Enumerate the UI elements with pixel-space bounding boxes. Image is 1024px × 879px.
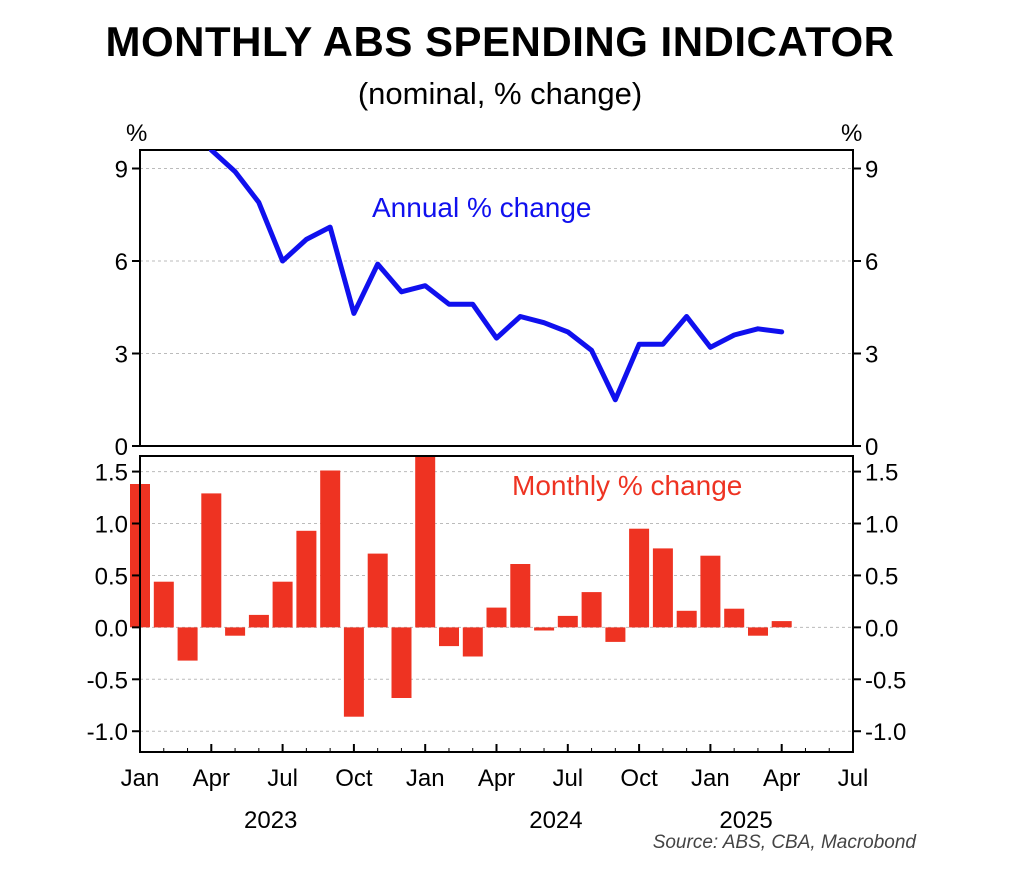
monthly-tick-label-right: 1.0 [865, 512, 898, 539]
monthly-bar [605, 627, 626, 642]
monthly-bar [771, 621, 792, 628]
x-year-label: 2023 [244, 807, 297, 834]
monthly-tick-label-left: -1.0 [87, 719, 128, 746]
monthly-bar [201, 493, 222, 628]
monthly-bar [367, 553, 388, 628]
monthly-bar [391, 627, 412, 698]
monthly-y-ticks: -1.0 -1.0 -0.5 -0.5 0.0 0.0 0.5 0.5 1.0 1.0 1.5 1.5 [87, 460, 907, 747]
monthly-tick-label-right: 0.5 [865, 563, 898, 590]
annual-tick-label-left: 9 [115, 157, 128, 184]
monthly-bar [415, 456, 436, 628]
annual-tick-label-left: 0 [115, 434, 128, 461]
monthly-tick-label-right: 0.0 [865, 615, 898, 642]
monthly-bar [320, 470, 341, 628]
x-tick-label: Jan [406, 765, 445, 792]
x-year-label: 2025 [719, 807, 772, 834]
annual-change-line [208, 150, 785, 403]
annual-series-label: Annual % change [372, 192, 592, 223]
x-tick-label: Jan [691, 765, 730, 792]
monthly-bar [225, 627, 246, 636]
monthly-tick-label-right: -0.5 [865, 667, 906, 694]
annual-tick-label-left: 3 [115, 342, 128, 369]
monthly-series-label: Monthly % change [512, 470, 742, 501]
x-tick-label: Oct [620, 765, 658, 792]
x-axis: Jan Apr Jul Oct Jan Apr Jul Oct Jan Apr Jul 2023 202… [121, 744, 869, 834]
monthly-bar [462, 627, 483, 657]
monthly-gridlines [140, 471, 853, 732]
x-tick-label: Oct [335, 765, 373, 792]
x-year-label: 2024 [529, 807, 582, 834]
monthly-bar [724, 608, 745, 628]
annual-tick-label-right: 9 [865, 157, 878, 184]
monthly-bar [343, 627, 364, 717]
x-tick-label: Jan [121, 765, 160, 792]
monthly-bar [296, 530, 317, 628]
annual-y-ticks: 0 0 3 3 6 6 9 9 [115, 157, 879, 462]
annual-change-panel: % % 0 0 3 3 6 6 9 9 Annual % change [115, 120, 879, 461]
annual-tick-label-right: 3 [865, 342, 878, 369]
annual-tick-label-right: 0 [865, 434, 878, 461]
monthly-tick-label-left: 1.0 [95, 512, 128, 539]
monthly-bar [700, 555, 721, 628]
annual-panel-frame [139, 149, 854, 447]
monthly-bar [581, 592, 602, 628]
x-tick-label: Jul [838, 765, 869, 792]
monthly-bar [748, 627, 768, 636]
annual-gridlines [140, 168, 853, 354]
monthly-bar [534, 627, 555, 631]
monthly-bar [557, 615, 578, 628]
annual-tick-label-left: 6 [115, 249, 128, 276]
monthly-bar [629, 528, 650, 628]
monthly-tick-label-left: 1.5 [95, 460, 128, 487]
monthly-bar [177, 627, 198, 661]
annual-unit-left: % [126, 120, 147, 147]
annual-tick-label-right: 6 [865, 249, 878, 276]
monthly-tick-label-right: 1.5 [865, 460, 898, 487]
monthly-bar [510, 564, 531, 628]
x-tick-label: Apr [763, 765, 800, 792]
chart-title: MONTHLY ABS SPENDING INDICATOR [105, 18, 895, 65]
x-tick-label: Jul [552, 765, 583, 792]
monthly-bar [153, 581, 174, 628]
monthly-bar [272, 581, 293, 628]
x-tick-label: Apr [478, 765, 515, 792]
monthly-bar [652, 548, 673, 628]
monthly-bar [248, 614, 269, 628]
chart-subtitle: (nominal, % change) [357, 76, 643, 111]
monthly-panel-frame [139, 455, 854, 753]
monthly-bar [486, 607, 507, 628]
monthly-tick-label-left: 0.0 [95, 615, 128, 642]
source-note: Source: ABS, CBA, Macrobond [652, 832, 916, 853]
monthly-bar [439, 627, 459, 647]
monthly-tick-label-left: -0.5 [87, 667, 128, 694]
monthly-change-panel: -1.0 -1.0 -0.5 -0.5 0.0 0.0 0.5 0.5 1.0 1.0 1.5 1.5… [87, 455, 907, 834]
x-tick-label: Jul [267, 765, 298, 792]
monthly-bars [130, 456, 792, 717]
monthly-tick-label-right: -1.0 [865, 719, 906, 746]
x-tick-label: Apr [193, 765, 230, 792]
monthly-bar [676, 610, 697, 628]
annual-unit-right: % [841, 120, 862, 147]
monthly-tick-label-left: 0.5 [95, 563, 128, 590]
